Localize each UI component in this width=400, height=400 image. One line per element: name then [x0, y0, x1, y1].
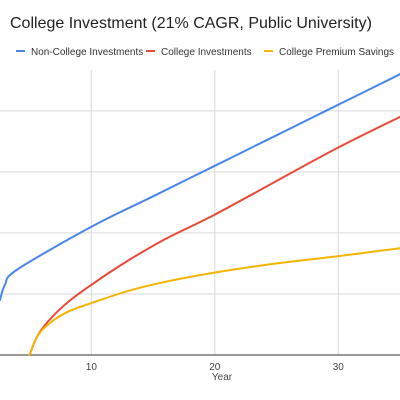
x-tick-label: 10 [86, 362, 98, 373]
legend-label-college-investments: College Investments [161, 47, 252, 58]
x-tick-label: 20 [209, 362, 221, 373]
x-axis-ticks: 10 20 30 [86, 362, 344, 373]
x-tick-label: 30 [333, 362, 345, 373]
legend: Non-College Investments College Investmen… [16, 47, 394, 58]
legend-label-college-premium-savings: College Premium Savings [279, 47, 394, 58]
x-axis-label: Year [212, 372, 233, 383]
series-lines [0, 73, 400, 356]
gridlines [0, 70, 400, 356]
chart-title: College Investment (21% CAGR, Public Uni… [10, 15, 372, 32]
legend-label-non-college-investments: Non-College Investments [31, 47, 143, 58]
series-line-non-college-investments [0, 73, 400, 302]
series-line-college-premium-savings [28, 247, 400, 356]
series-line-college-investments [28, 115, 400, 356]
